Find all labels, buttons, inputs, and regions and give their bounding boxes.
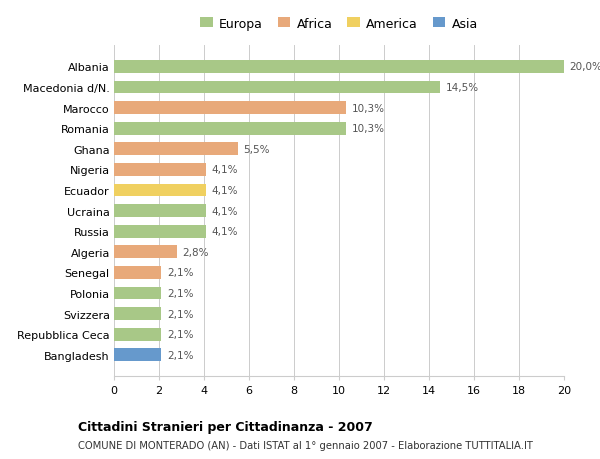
Text: 4,1%: 4,1% (212, 185, 238, 196)
Text: 4,1%: 4,1% (212, 206, 238, 216)
Bar (114, 184, 206, 197)
Bar (114, 266, 161, 279)
Text: 2,8%: 2,8% (182, 247, 209, 257)
Bar (114, 225, 206, 238)
Text: 2,1%: 2,1% (167, 288, 193, 298)
Bar (114, 205, 206, 218)
Bar (114, 123, 346, 135)
Text: 2,1%: 2,1% (167, 309, 193, 319)
Bar (114, 308, 161, 320)
Bar (114, 246, 177, 258)
Text: 14,5%: 14,5% (446, 83, 479, 93)
Legend: Europa, Africa, America, Asia: Europa, Africa, America, Asia (195, 12, 483, 35)
Bar (114, 349, 161, 361)
Text: Cittadini Stranieri per Cittadinanza - 2007: Cittadini Stranieri per Cittadinanza - 2… (78, 420, 373, 433)
Text: 2,1%: 2,1% (167, 268, 193, 278)
Text: 5,5%: 5,5% (244, 145, 270, 155)
Text: 2,1%: 2,1% (167, 330, 193, 339)
Text: 4,1%: 4,1% (212, 227, 238, 237)
Bar (114, 164, 206, 176)
Bar (114, 61, 564, 73)
Bar (114, 143, 238, 156)
Text: 10,3%: 10,3% (352, 124, 385, 134)
Bar (114, 328, 161, 341)
Bar (114, 287, 161, 300)
Text: 4,1%: 4,1% (212, 165, 238, 175)
Text: 2,1%: 2,1% (167, 350, 193, 360)
Text: COMUNE DI MONTERADO (AN) - Dati ISTAT al 1° gennaio 2007 - Elaborazione TUTTITAL: COMUNE DI MONTERADO (AN) - Dati ISTAT al… (78, 440, 533, 450)
Text: 10,3%: 10,3% (352, 103, 385, 113)
Bar (114, 102, 346, 115)
Text: 20,0%: 20,0% (569, 62, 600, 72)
Bar (114, 81, 440, 94)
